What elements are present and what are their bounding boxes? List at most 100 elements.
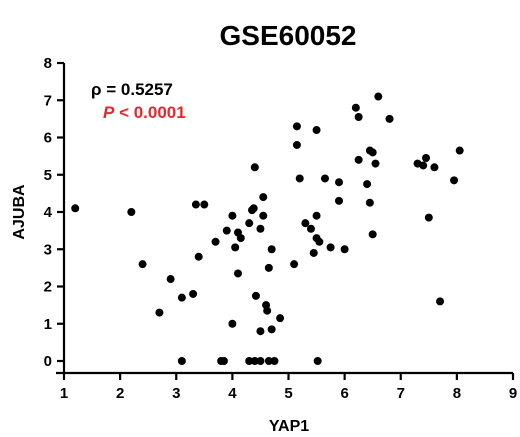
data-point — [363, 180, 372, 189]
data-points — [71, 92, 464, 365]
data-point — [430, 163, 439, 172]
data-point — [351, 103, 360, 112]
data-point — [436, 297, 445, 306]
data-point — [263, 306, 272, 315]
data-point — [455, 146, 464, 155]
data-point — [259, 211, 268, 220]
data-point — [292, 122, 301, 131]
x-tick-label: 7 — [397, 385, 405, 402]
data-point — [365, 198, 374, 207]
data-point — [335, 178, 344, 187]
data-point — [309, 248, 318, 257]
data-point — [219, 357, 228, 365]
x-tick-label: 1 — [60, 385, 68, 402]
data-point — [222, 226, 231, 235]
rho-annotation: ρ = 0.5257 — [91, 80, 173, 99]
data-point — [236, 234, 245, 243]
data-point — [177, 357, 186, 365]
data-point — [450, 176, 459, 185]
data-point — [368, 148, 377, 157]
data-point — [194, 252, 203, 261]
data-point — [245, 357, 254, 365]
data-point — [264, 357, 273, 365]
x-tick-label: 3 — [172, 385, 180, 402]
data-point — [191, 200, 200, 209]
data-point — [200, 200, 209, 209]
data-point — [335, 196, 344, 205]
data-point — [312, 211, 321, 220]
data-point — [320, 174, 329, 183]
x-axis-label: YAP1 — [269, 418, 309, 435]
data-point — [312, 126, 321, 135]
data-point — [326, 243, 335, 252]
data-point — [249, 204, 258, 213]
p-value-text: < 0.0001 — [114, 103, 185, 122]
data-point — [127, 208, 136, 216]
data-point — [419, 161, 428, 170]
y-tick-label: 1 — [44, 316, 52, 333]
x-tick-label: 5 — [284, 385, 292, 402]
data-point — [374, 92, 383, 101]
y-tick-label: 0 — [44, 353, 52, 370]
data-point — [264, 263, 273, 272]
x-tick-label: 2 — [116, 385, 124, 402]
data-point — [250, 357, 259, 365]
data-point — [290, 260, 299, 269]
y-tick-label: 5 — [44, 167, 52, 184]
data-point — [71, 204, 80, 213]
data-point — [267, 325, 276, 334]
data-point — [177, 293, 186, 302]
data-point — [233, 269, 242, 278]
data-point — [228, 211, 237, 220]
data-point — [166, 275, 175, 284]
data-point — [422, 153, 431, 162]
data-point — [231, 243, 240, 252]
data-point — [259, 193, 268, 202]
data-point — [276, 314, 285, 323]
data-point — [354, 113, 363, 122]
data-point — [256, 224, 265, 233]
y-tick-label: 8 — [44, 55, 52, 72]
x-tick-label: 9 — [509, 385, 517, 402]
data-point — [251, 291, 260, 300]
x-tick-label: 6 — [340, 385, 348, 402]
data-point — [371, 159, 380, 168]
x-axis-ticks: 1 2 3 4 5 6 7 8 9 — [60, 373, 517, 402]
chart-title: GSE60052 — [220, 20, 357, 51]
data-point — [424, 213, 433, 222]
data-point — [368, 230, 377, 239]
data-point — [270, 357, 279, 365]
data-point — [354, 155, 363, 164]
y-tick-label: 6 — [44, 130, 52, 147]
x-tick-label: 8 — [453, 385, 461, 402]
y-axis-ticks: 0 1 2 3 4 5 6 7 8 — [44, 55, 64, 370]
y-axis-label: AJUBA — [11, 184, 28, 240]
data-point — [250, 163, 259, 172]
data-point — [385, 114, 394, 123]
data-point — [256, 327, 265, 336]
y-tick-label: 4 — [44, 204, 53, 221]
axes — [56, 63, 513, 375]
data-point — [155, 308, 164, 317]
data-point — [315, 237, 324, 246]
data-point — [306, 224, 315, 233]
y-tick-label: 7 — [44, 92, 52, 109]
data-point — [295, 174, 304, 183]
x-tick-label: 4 — [228, 385, 237, 402]
data-point — [267, 245, 276, 254]
y-tick-label: 2 — [44, 279, 52, 296]
data-point — [211, 237, 220, 246]
data-point — [138, 260, 147, 269]
data-point — [189, 289, 198, 298]
p-value-annotation: P < 0.0001 — [103, 103, 186, 122]
data-point — [340, 245, 349, 254]
data-point — [228, 319, 237, 328]
data-point — [292, 140, 301, 149]
data-point — [256, 357, 265, 365]
data-point — [245, 219, 254, 228]
p-label: P — [103, 103, 115, 122]
y-tick-label: 3 — [44, 241, 52, 258]
data-point — [313, 357, 322, 365]
data-point — [301, 219, 310, 228]
